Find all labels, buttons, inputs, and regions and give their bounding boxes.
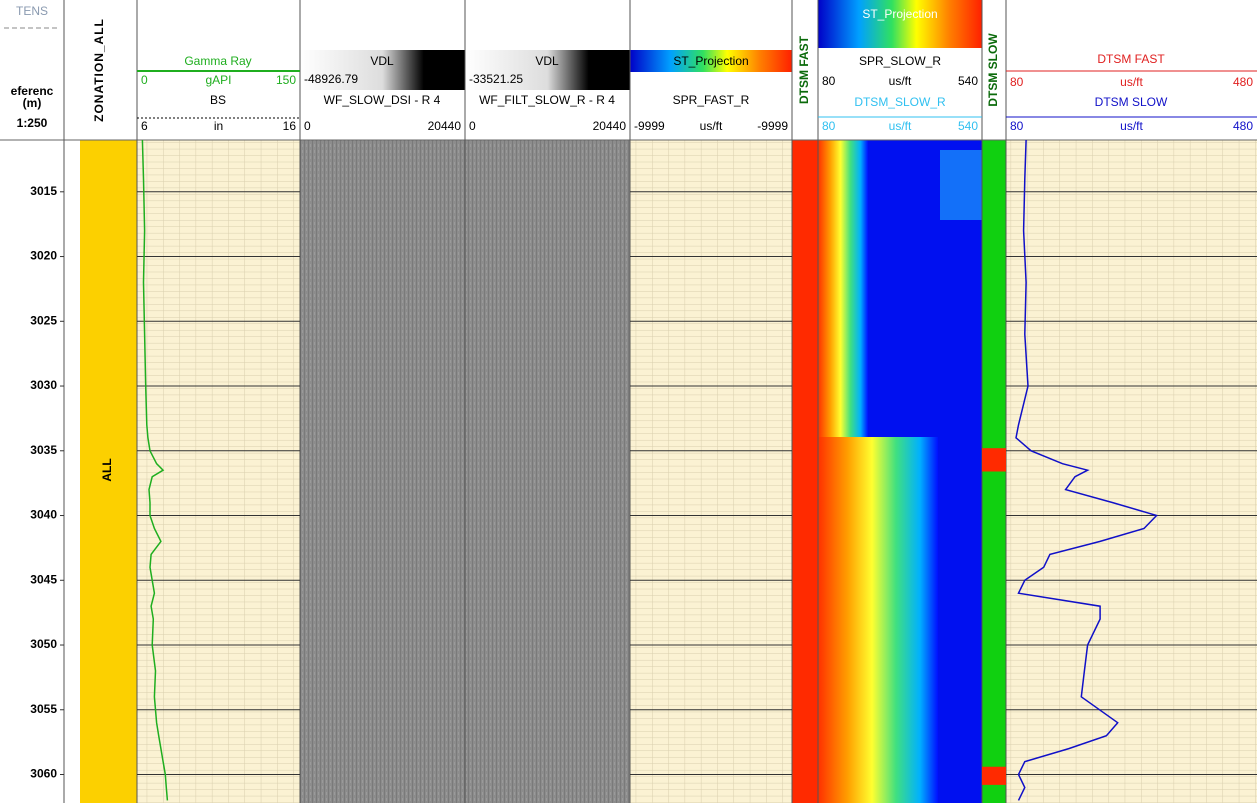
scale-unit: us/ft: [1120, 75, 1143, 89]
scale-max: -9999: [757, 119, 788, 133]
scale-min: 0: [141, 73, 148, 87]
depth-track: [0, 140, 64, 803]
scale-unit: us/ft: [889, 119, 912, 133]
label: WF_SLOW_DSI - R 4: [324, 93, 441, 107]
label: ALL: [100, 458, 114, 481]
depth-label: 3035: [30, 443, 57, 457]
label: -33521.25: [469, 72, 523, 86]
scale-unit: us/ft: [889, 74, 912, 88]
gamma-track: [137, 140, 300, 803]
dtsm-track: [1006, 140, 1257, 803]
label: DTSM SLOW: [986, 33, 1000, 107]
depth-label: 3015: [30, 184, 57, 198]
label: SPR_FAST_R: [673, 93, 750, 107]
scale-max: 150: [276, 73, 296, 87]
scale-max: 480: [1233, 75, 1253, 89]
label: Gamma Ray: [184, 54, 251, 68]
depth-label: 3040: [30, 508, 57, 522]
scale-min: 80: [822, 119, 836, 133]
label: VDL: [535, 54, 559, 68]
label: 0: [304, 119, 311, 133]
depth-label: 3045: [30, 572, 57, 586]
gamma-curve: [141, 139, 169, 801]
vdl-colorbar: [465, 50, 630, 90]
label: VDL: [370, 54, 394, 68]
slow-band: [818, 437, 938, 803]
label: DTSM SLOW: [1095, 95, 1168, 109]
label: WF_FILT_SLOW_R - R 4: [479, 93, 615, 107]
label: ST_Projection: [862, 7, 937, 21]
red-flag: [982, 766, 1006, 785]
label: -48926.79: [304, 72, 358, 86]
label: ST_Projection: [673, 54, 748, 68]
depth-label: 3025: [30, 313, 57, 327]
dtsm-slow-curve: [1015, 139, 1159, 801]
label: eferenc: [11, 84, 54, 98]
label: DTSM FAST: [1097, 52, 1165, 66]
label: DTSM FAST: [797, 35, 811, 104]
projection-colorbar: [630, 50, 792, 72]
zone-fill: [80, 140, 137, 803]
slow-band: [940, 150, 982, 220]
slow-band: [818, 140, 868, 437]
label: (m): [23, 96, 42, 110]
scale-unit: gAPI: [205, 73, 231, 87]
label: 20440: [593, 119, 627, 133]
scale-unit: us/ft: [1120, 119, 1143, 133]
red-flag: [982, 448, 1006, 472]
depth-label: 3030: [30, 378, 57, 392]
vdl-filt-image: [465, 140, 630, 803]
label: DTSM_SLOW_R: [854, 95, 946, 109]
scale-min: 80: [1010, 75, 1024, 89]
log-body: [0, 140, 1257, 803]
scale-unit: us/ft: [700, 119, 723, 133]
scale-max: 16: [283, 119, 297, 133]
vdl-colorbar: [300, 50, 465, 90]
depth-label: 3055: [30, 702, 57, 716]
label: ZONATION_ALL: [92, 18, 106, 122]
depth-label: 3020: [30, 249, 57, 263]
scale-unit: in: [214, 119, 223, 133]
scale-min: 80: [1010, 119, 1024, 133]
label: SPR_SLOW_R: [859, 54, 941, 68]
scale-max: 540: [958, 119, 978, 133]
label: 20440: [428, 119, 462, 133]
scale-min: 6: [141, 119, 148, 133]
scale-min: -9999: [634, 119, 665, 133]
label: BS: [210, 93, 226, 107]
depth-label: 3060: [30, 767, 57, 781]
scale-max: 540: [958, 74, 978, 88]
vdl-slow-image: [300, 140, 465, 803]
depth-label: 3050: [30, 637, 57, 651]
fast-projection-track: [630, 140, 792, 803]
label: TENS: [16, 4, 48, 18]
scale-max: 480: [1233, 119, 1253, 133]
dtsm-fast-flag: [792, 140, 818, 803]
label: 1:250: [17, 116, 48, 130]
label: 0: [469, 119, 476, 133]
scale-min: 80: [822, 74, 836, 88]
projection-colorbar: [818, 0, 982, 48]
